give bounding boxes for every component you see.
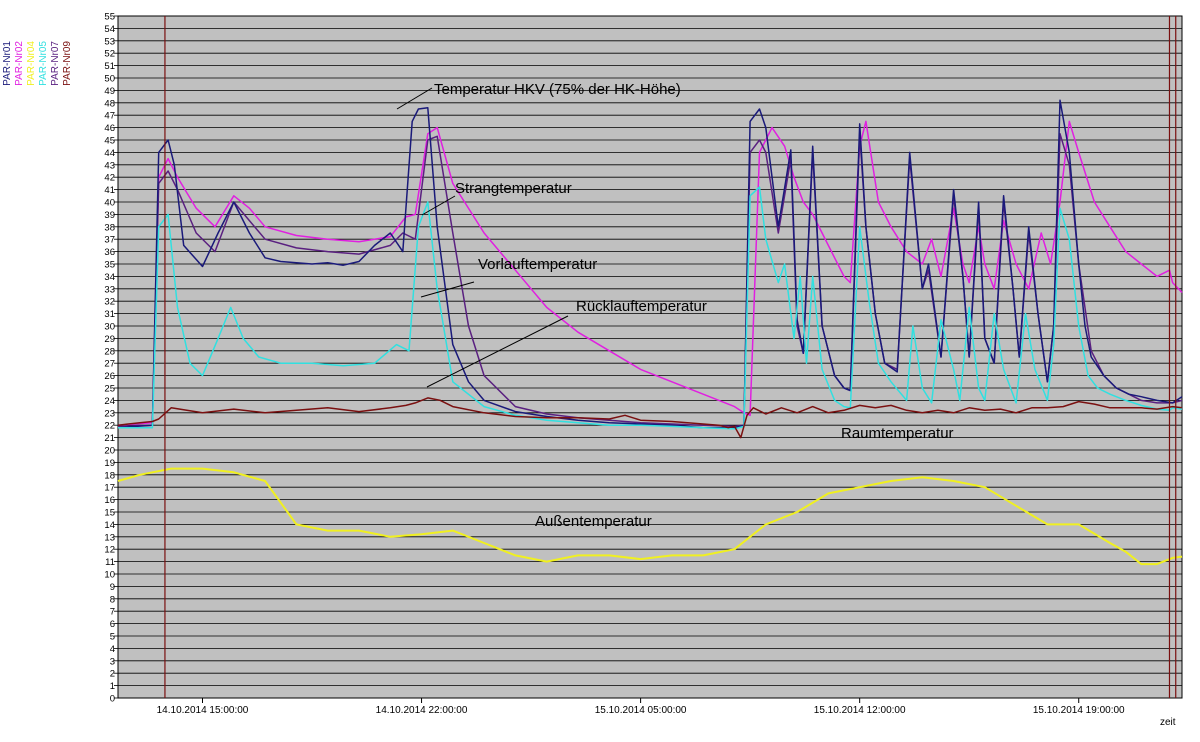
series-line-par-nr01 [117,99,1183,429]
y-tick-label: 33 [104,284,115,295]
y-tick-label: 32 [104,297,115,308]
x-tick-label: 15.10.2014 12:00:00 [814,705,906,716]
y-tick-label: 49 [104,86,115,97]
y-tick-label: 4 [110,644,115,655]
y-tick-label: 26 [104,371,115,382]
vertical-markers [164,16,1177,698]
y-tick-label: 27 [104,359,115,370]
y-tick-label: 11 [105,557,115,568]
x-tick-label: 14.10.2014 15:00:00 [157,705,249,716]
y-tick-label: 18 [104,470,115,481]
y-tick-label: 0 [110,694,115,705]
y-tick-label: 19 [104,458,115,469]
y-tick-label: 5 [110,632,115,643]
y-tick-label: 16 [104,495,115,506]
y-tick-label: 28 [104,346,115,357]
annotations: Temperatur HKV (75% der HK-Höhe) Strangt… [396,81,954,530]
y-tick-label: 40 [104,198,115,209]
y-axis-ticks: 0123456789101112131415161718192021222324… [104,12,118,705]
y-tick-label: 46 [104,123,115,134]
y-tick-label: 44 [104,148,115,159]
legend-item-par-nr02: PAR-Nr02 [14,41,25,86]
x-axis-ticks: 14.10.2014 15:00:00 14.10.2014 22:00:00 15… [157,698,1125,716]
y-tick-label: 30 [104,322,115,333]
y-tick-label: 21 [104,433,115,444]
y-tick-label: 55 [104,12,115,23]
series-line-par-nr05 [118,186,1183,430]
y-tick-label: 53 [104,36,115,47]
annotation-ruecklauf: Rücklauftemperatur [576,298,707,315]
x-axis-label: zeit [1160,717,1176,728]
annotation-leader-hkv [396,87,433,110]
y-tick-label: 8 [110,594,115,605]
y-tick-label: 13 [104,532,115,543]
annotation-leader-ruecklauf [426,315,569,388]
y-tick-label: 36 [104,247,115,258]
y-tick-label: 43 [104,160,115,171]
series-lines [117,99,1183,566]
y-tick-label: 54 [104,24,115,35]
y-tick-label: 10 [104,570,115,581]
y-tick-label: 24 [104,396,115,407]
y-tick-label: 9 [110,582,115,593]
y-tick-label: 37 [104,235,115,246]
annotation-aussen: Außentemperatur [535,513,652,530]
y-tick-label: 15 [104,508,115,519]
y-tick-label: 7 [110,607,115,618]
y-tick-label: 12 [104,545,115,556]
y-tick-label: 1 [110,681,115,692]
series-line-par-nr04 [117,467,1183,566]
y-tick-label: 2 [110,669,115,680]
y-tick-label: 50 [104,74,115,85]
annotation-strang: Strangtemperatur [455,180,572,197]
y-tick-label: 52 [104,49,115,60]
y-tick-label: 47 [104,111,115,122]
y-tick-label: 31 [104,309,115,320]
y-tick-label: 42 [104,173,115,184]
legend-item-par-nr09: PAR-Nr09 [62,41,73,86]
legend-item-par-nr01: PAR-Nr01 [2,41,13,86]
legend-item-par-nr07: PAR-Nr07 [50,41,61,86]
y-tick-label: 38 [104,222,115,233]
y-tick-label: 48 [104,98,115,109]
plot-area [117,15,1183,699]
y-tick-label: 41 [104,185,115,196]
legend: PAR-Nr01 PAR-Nr02 PAR-Nr04 PAR-Nr05 PAR-Nr07… [2,16,113,86]
y-tick-label: 29 [104,334,115,345]
annotation-leader-vorlauf [420,281,475,298]
series-line-par-nr02 [117,120,1183,426]
y-tick-label: 45 [104,136,115,147]
y-tick-label: 22 [104,421,115,432]
annotation-leader-strang [421,195,456,216]
annotation-vorlauf: Vorlauftemperatur [478,256,597,273]
y-tick-label: 35 [104,260,115,271]
x-tick-label: 14.10.2014 22:00:00 [376,705,468,716]
x-tick-label: 15.10.2014 05:00:00 [595,705,687,716]
y-tick-label: 6 [110,619,115,630]
y-tick-label: 25 [104,384,115,395]
y-tick-label: 20 [104,446,115,457]
legend-item-par-nr05: PAR-Nr05 [38,41,49,86]
y-tick-label: 51 [104,61,115,72]
annotation-raum: Raumtemperatur [841,425,954,442]
y-tick-label: 34 [104,272,115,283]
series-line-par-nr09 [117,397,1183,439]
y-tick-label: 14 [104,520,115,531]
y-tick-label: 39 [104,210,115,221]
y-tick-label: 23 [104,408,115,419]
legend-item-par-nr04: PAR-Nr04 [26,41,37,86]
x-tick-label: 15.10.2014 19:00:00 [1033,705,1125,716]
annotation-hkv: Temperatur HKV (75% der HK-Höhe) [434,81,681,98]
y-tick-label: 17 [104,483,115,494]
y-tick-label: 3 [110,656,115,667]
